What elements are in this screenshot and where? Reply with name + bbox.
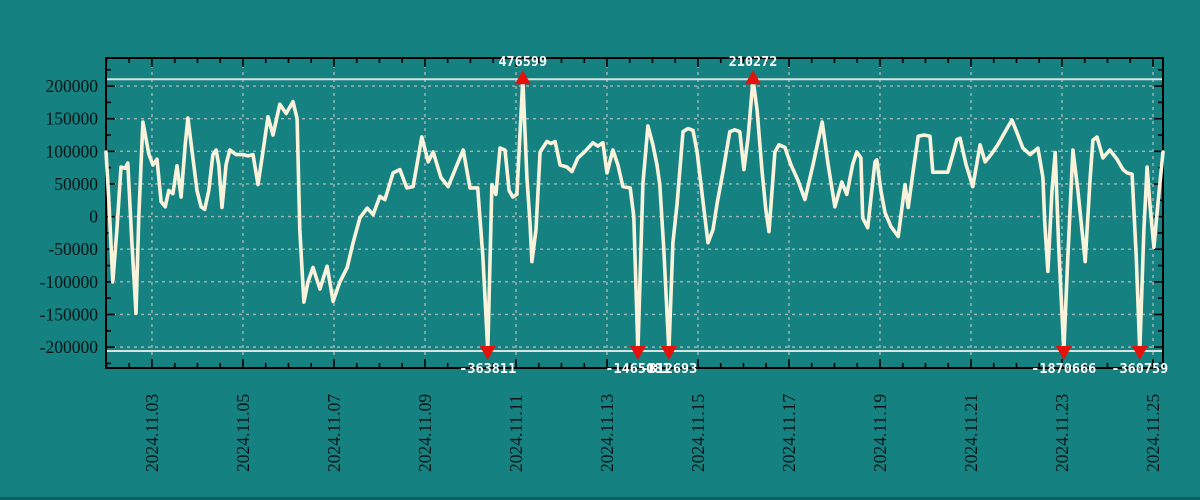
y-tick-label: -100000 [40,272,99,292]
annotation-label: -1870666 [1031,361,1096,377]
annotation-marker-icon [479,346,496,361]
annotation-marker-icon [660,346,677,361]
annotation-marker-icon [1131,346,1148,361]
annotation-label: -812693 [640,361,697,377]
y-tick-label: -50000 [48,239,98,259]
x-tick-label: 2024.11.11 [506,395,526,472]
y-tick-label: -200000 [40,337,99,357]
annotation-label: -1465081 [605,361,670,377]
series-line [104,77,1165,353]
x-tick-label: 2024.11.25 [1143,394,1163,472]
x-tick-label: 2024.11.05 [233,394,253,472]
y-tick-label: 50000 [54,174,98,194]
x-tick-label: 2024.11.09 [415,394,435,472]
y-tick-label: 200000 [46,76,99,96]
x-tick-label: 2024.11.07 [324,394,344,472]
x-tick-label: 2024.11.23 [1052,394,1072,472]
x-tick-label: 2024.11.21 [961,394,981,472]
x-tick-label: 2024.11.03 [142,394,162,472]
annotation-marker-icon [514,70,531,85]
x-tick-label: 2024.11.19 [870,394,890,472]
x-tick-label: 2024.11.13 [597,394,617,472]
x-tick-label: 2024.11.17 [779,394,799,472]
annotation-marker-icon [1055,346,1072,361]
y-tick-label: 100000 [46,141,99,161]
annotation-label: 210272 [729,54,778,70]
y-tick-label: 150000 [46,109,99,129]
annotation-marker-icon [745,70,762,85]
x-tick-label: 2024.11.15 [688,394,708,472]
window-bottom-edge [0,497,1200,500]
y-tick-label: -150000 [40,304,99,324]
annotation-label: -360759 [1111,361,1168,377]
annotation-label: -363811 [459,361,516,377]
annotation-marker-icon [629,346,646,361]
plot-border [105,57,1164,369]
y-tick-label: 0 [89,207,98,227]
annotation-label: 476599 [498,54,547,70]
